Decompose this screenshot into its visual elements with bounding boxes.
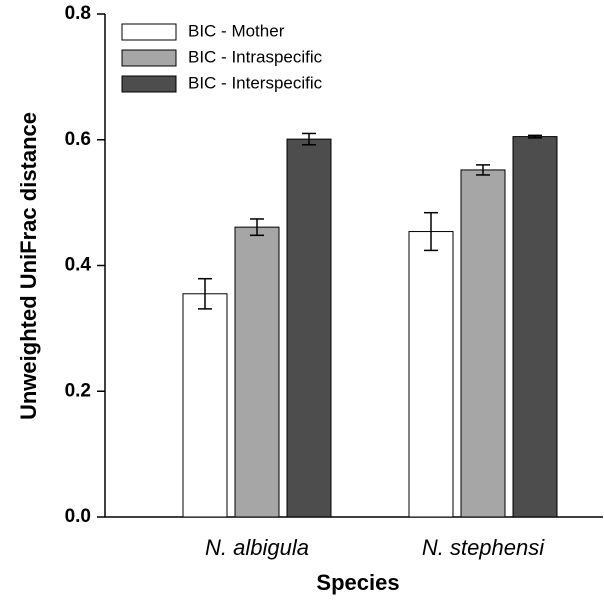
- x-tick-label: N. albigula: [205, 535, 309, 560]
- y-tick-label: 0.0: [65, 506, 91, 527]
- bar: [408, 231, 454, 518]
- bar: [234, 226, 280, 518]
- legend-label: BIC - Intraspecific: [188, 47, 323, 66]
- error-bar: [198, 277, 212, 310]
- legend-label: BIC - Interspecific: [188, 73, 323, 92]
- error-bar: [528, 134, 542, 139]
- error-bar: [302, 132, 316, 146]
- error-bar: [476, 164, 490, 176]
- y-tick-label: 0.4: [65, 255, 92, 276]
- legend-label: BIC - Mother: [188, 21, 285, 40]
- y-tick-label: 0.6: [65, 129, 91, 150]
- error-bar: [424, 211, 438, 252]
- y-tick-label: 0.8: [65, 3, 91, 24]
- bar: [512, 136, 558, 518]
- legend-swatch: [121, 23, 177, 41]
- x-axis-title: Species: [316, 570, 399, 595]
- legend-swatch: [121, 75, 177, 93]
- bar: [286, 138, 332, 518]
- bar: [182, 293, 228, 518]
- x-tick-label: N. stephensi: [422, 535, 545, 560]
- y-axis-title: Unweighted UniFrac distance: [16, 112, 41, 420]
- y-tick-label: 0.2: [65, 380, 91, 401]
- error-bar: [250, 218, 264, 237]
- bar: [460, 169, 506, 518]
- legend-swatch: [121, 49, 177, 67]
